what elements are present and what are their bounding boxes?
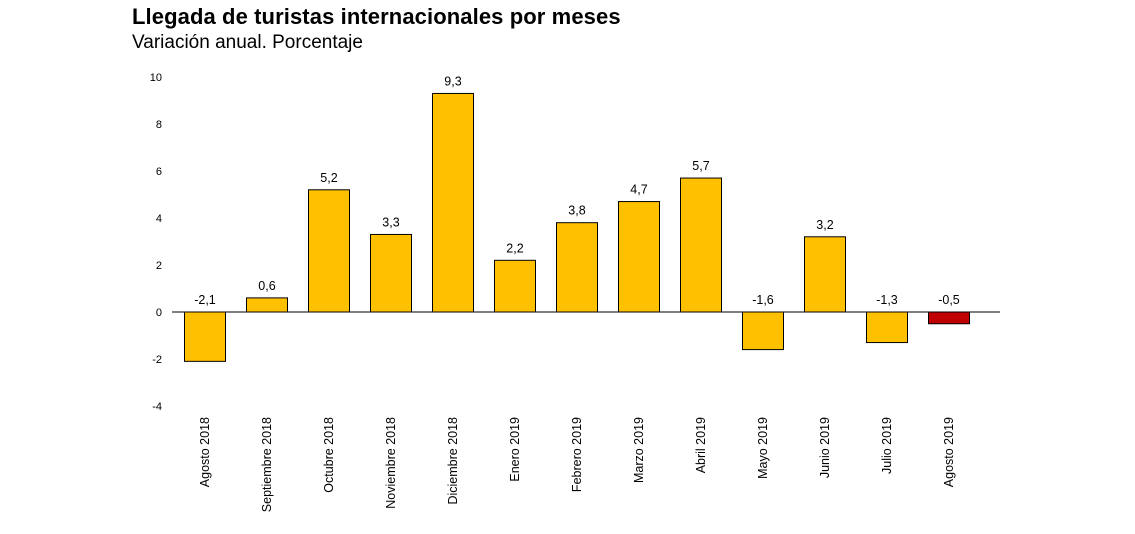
x-tick-label: Febrero 2019	[570, 417, 584, 492]
data-label: 3,3	[382, 215, 399, 229]
bar	[742, 311, 784, 351]
x-tick-label: Junio 2019	[818, 417, 832, 478]
x-tick-label: Mayo 2019	[756, 417, 770, 479]
x-tick-label: Julio 2019	[880, 417, 894, 474]
data-label: -1,3	[876, 293, 898, 307]
y-tick-label: 10	[150, 72, 162, 84]
bar	[556, 222, 598, 313]
x-tick-label: Enero 2019	[508, 417, 522, 482]
data-label: -2,1	[194, 293, 216, 307]
bars	[184, 92, 970, 362]
bar	[618, 201, 660, 313]
bar	[494, 259, 536, 313]
x-tick-label: Agosto 2018	[198, 417, 212, 487]
x-tick-label: Septiembre 2018	[260, 417, 274, 512]
x-tick-label: Abril 2019	[694, 417, 708, 473]
bar	[432, 92, 474, 313]
y-tick-label: 0	[156, 307, 162, 319]
bar	[184, 311, 226, 362]
bar	[680, 177, 722, 313]
y-axis-ticks: 10 8 6 4 2 0 -2 -4	[150, 72, 162, 413]
bar	[370, 233, 412, 313]
data-label: -0,5	[938, 293, 960, 307]
chart-title: Llegada de turistas internacionales por …	[132, 4, 621, 29]
data-labels: -2,1 0,6 5,2 3,3 9,3 2,2 3,8 4,7 5,7 -1,6 3,2 -1,3 -…	[194, 74, 960, 307]
chart-subtitle: Variación anual. Porcentaje	[132, 32, 363, 53]
x-tick-label: Octubre 2018	[322, 417, 336, 493]
data-label: 3,8	[568, 204, 585, 218]
bar	[246, 297, 288, 313]
y-tick-label: 4	[156, 213, 162, 225]
y-tick-label: 6	[156, 166, 162, 178]
x-tick-label: Agosto 2019	[942, 417, 956, 487]
y-tick-label: 2	[156, 260, 162, 272]
data-label: 5,2	[320, 171, 337, 185]
y-tick-label: -2	[152, 354, 162, 366]
x-tick-label: Noviembre 2018	[384, 417, 398, 509]
data-label: 5,7	[692, 159, 709, 173]
bar	[928, 311, 970, 325]
bar	[804, 236, 846, 313]
bar	[308, 189, 350, 313]
data-label: 4,7	[630, 183, 647, 197]
bar	[866, 311, 908, 344]
data-label: 3,2	[816, 218, 833, 232]
x-tick-label: Diciembre 2018	[446, 417, 460, 505]
data-label: 0,6	[258, 279, 275, 293]
x-axis-labels: Agosto 2018 Septiembre 2018 Octubre 2018 No…	[198, 417, 956, 512]
y-tick-label: -4	[152, 401, 162, 413]
y-tick-label: 8	[156, 119, 162, 131]
data-label: 2,2	[506, 241, 523, 255]
data-label: 9,3	[444, 74, 461, 88]
data-label: -1,6	[752, 293, 774, 307]
x-tick-label: Marzo 2019	[632, 417, 646, 483]
